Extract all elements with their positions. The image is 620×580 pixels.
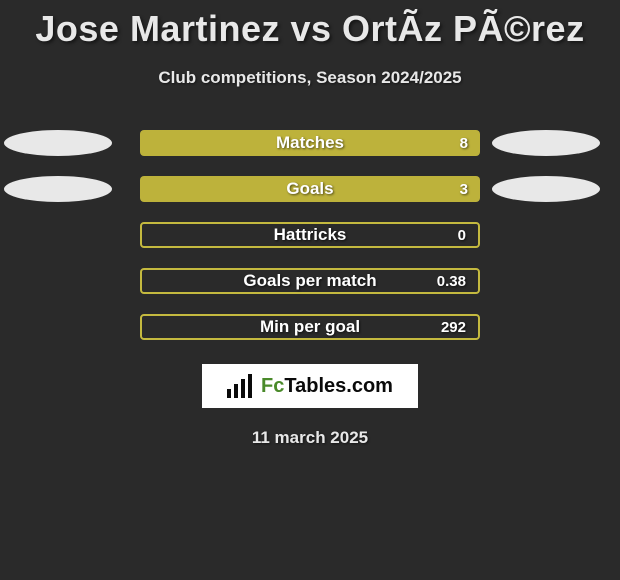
stat-label: Min per goal bbox=[260, 317, 360, 337]
stat-value: 0 bbox=[458, 227, 466, 244]
stat-bar: Goals per match 0.38 bbox=[140, 268, 480, 294]
stat-value: 0.38 bbox=[437, 273, 466, 290]
fctables-logo[interactable]: FcTables.com bbox=[202, 364, 418, 408]
stat-row: Goals 3 bbox=[0, 176, 620, 202]
stat-bar: Min per goal 292 bbox=[140, 314, 480, 340]
player-left-pill bbox=[4, 176, 112, 202]
bar-chart-icon bbox=[227, 374, 257, 398]
stat-row: Hattricks 0 bbox=[0, 222, 620, 248]
player-left-pill bbox=[4, 130, 112, 156]
stat-value: 292 bbox=[441, 319, 466, 336]
stat-row: Min per goal 292 bbox=[0, 314, 620, 340]
stat-value: 3 bbox=[460, 181, 468, 198]
stat-bar: Goals 3 bbox=[140, 176, 480, 202]
player-right-pill bbox=[492, 130, 600, 156]
logo-text-rest: Tables.com bbox=[284, 375, 393, 397]
footer-date: 11 march 2025 bbox=[0, 428, 620, 448]
stat-label: Goals bbox=[286, 179, 333, 199]
stat-label: Goals per match bbox=[243, 271, 376, 291]
stat-value: 8 bbox=[460, 135, 468, 152]
page-title: Jose Martinez vs OrtÃ­z PÃ©rez bbox=[0, 0, 620, 50]
subtitle: Club competitions, Season 2024/2025 bbox=[0, 68, 620, 88]
stat-label: Hattricks bbox=[274, 225, 347, 245]
stat-bar: Hattricks 0 bbox=[140, 222, 480, 248]
stats-container: Matches 8 Goals 3 Hattricks 0 Goals per match 0… bbox=[0, 130, 620, 340]
stat-label: Matches bbox=[276, 133, 344, 153]
stat-row: Matches 8 bbox=[0, 130, 620, 156]
player-right-pill bbox=[492, 176, 600, 202]
stat-bar: Matches 8 bbox=[140, 130, 480, 156]
logo-text-fc: Fc bbox=[261, 375, 284, 397]
logo-text: FcTables.com bbox=[261, 375, 393, 398]
stat-row: Goals per match 0.38 bbox=[0, 268, 620, 294]
